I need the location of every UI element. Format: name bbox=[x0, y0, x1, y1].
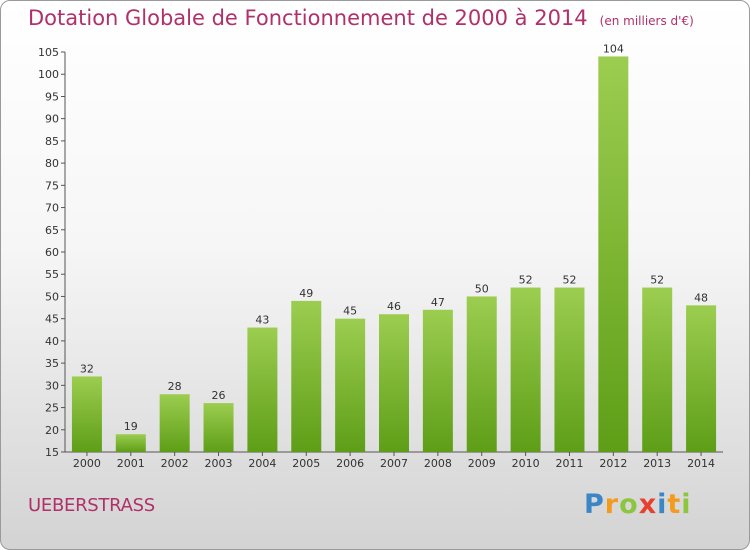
y-tick-label: 55 bbox=[45, 268, 59, 281]
y-tick-label: 105 bbox=[38, 46, 59, 59]
y-tick-label: 30 bbox=[45, 379, 59, 392]
bars bbox=[71, 56, 717, 452]
bar bbox=[642, 287, 673, 452]
x-tick-label: 2014 bbox=[687, 457, 715, 470]
bar bbox=[554, 287, 585, 452]
x-tick-label: 2006 bbox=[336, 457, 364, 470]
y-tick-label: 75 bbox=[45, 179, 59, 192]
y-tick-label: 40 bbox=[45, 335, 59, 348]
data-label: 52 bbox=[650, 274, 664, 287]
x-tick-label: 2002 bbox=[161, 457, 189, 470]
bar bbox=[115, 434, 146, 452]
data-label: 46 bbox=[387, 300, 401, 313]
data-label: 19 bbox=[124, 420, 138, 433]
y-tick-label: 95 bbox=[45, 90, 59, 103]
bar bbox=[291, 300, 322, 452]
x-tick-label: 2012 bbox=[599, 457, 627, 470]
logo-letter: i bbox=[681, 489, 692, 520]
logo-letter: r bbox=[604, 489, 620, 520]
data-label: 52 bbox=[562, 274, 576, 287]
commune-name: UEBERSTRASS bbox=[28, 495, 155, 516]
logo-letter: i bbox=[657, 489, 668, 520]
bar bbox=[71, 376, 102, 452]
y-tick-label: 50 bbox=[45, 290, 59, 303]
y-tick-label: 35 bbox=[45, 357, 59, 370]
bar bbox=[686, 305, 717, 452]
logo-letter: x bbox=[638, 489, 658, 520]
y-tick-label: 25 bbox=[45, 402, 59, 415]
y-tick-label: 70 bbox=[45, 202, 59, 215]
data-label: 52 bbox=[519, 274, 533, 287]
x-tick-label: 2003 bbox=[205, 457, 233, 470]
data-label: 50 bbox=[475, 282, 489, 295]
bar bbox=[422, 309, 453, 452]
proxiti-logo: Proxiti bbox=[584, 489, 692, 520]
data-label: 43 bbox=[255, 314, 269, 327]
x-tick-label: 2013 bbox=[643, 457, 671, 470]
data-labels: 32 19 28 26 43 49 45 46 47 50 52 52 104 52 48 bbox=[80, 42, 708, 433]
bar bbox=[379, 314, 409, 452]
data-label: 104 bbox=[603, 42, 624, 55]
data-label: 28 bbox=[168, 380, 182, 393]
chart-unit: (en milliers d'€) bbox=[599, 14, 694, 28]
y-tick-label: 85 bbox=[45, 135, 59, 148]
x-tick-label: 2007 bbox=[380, 457, 408, 470]
y-tick-label: 80 bbox=[45, 157, 59, 170]
data-label: 26 bbox=[212, 389, 226, 402]
bar bbox=[247, 327, 278, 452]
x-tick-label: 2005 bbox=[292, 457, 320, 470]
data-label: 47 bbox=[431, 296, 445, 309]
x-tick-label: 2001 bbox=[117, 457, 145, 470]
y-tick-label: 65 bbox=[45, 224, 59, 237]
x-tick-label: 2000 bbox=[73, 457, 101, 470]
x-tick-label: 2009 bbox=[468, 457, 496, 470]
y-tick-label: 15 bbox=[45, 446, 59, 459]
logo-letter: o bbox=[619, 489, 639, 520]
x-tick-label: 2010 bbox=[512, 457, 540, 470]
y-tick-label: 100 bbox=[38, 68, 59, 81]
y-tick-label: 20 bbox=[45, 424, 59, 437]
logo-letter: t bbox=[667, 489, 682, 520]
chart-title-text: Dotation Globale de Fonctionnement de 20… bbox=[28, 6, 588, 30]
data-label: 32 bbox=[80, 362, 94, 375]
bar bbox=[510, 287, 541, 452]
logo-letter: P bbox=[584, 489, 605, 520]
chart-title: Dotation Globale de Fonctionnement de 20… bbox=[28, 6, 694, 30]
data-label: 49 bbox=[299, 287, 313, 300]
bar bbox=[335, 318, 366, 452]
x-tick-label: 2004 bbox=[248, 457, 276, 470]
bar bbox=[203, 403, 234, 452]
y-tick-label: 90 bbox=[45, 113, 59, 126]
x-tick-label: 2008 bbox=[424, 457, 452, 470]
y-tick-label: 45 bbox=[45, 313, 59, 326]
data-label: 45 bbox=[343, 305, 357, 318]
y-tick-label: 60 bbox=[45, 246, 59, 259]
bar bbox=[159, 394, 190, 452]
bar bbox=[598, 56, 629, 452]
data-label: 48 bbox=[694, 291, 708, 304]
axes: 15 20 25 30 35 40 45 50 55 60 65 70 75 80 85 90 95 100 105… bbox=[38, 46, 723, 470]
x-tick-label: 2011 bbox=[555, 457, 583, 470]
bar bbox=[466, 296, 497, 452]
